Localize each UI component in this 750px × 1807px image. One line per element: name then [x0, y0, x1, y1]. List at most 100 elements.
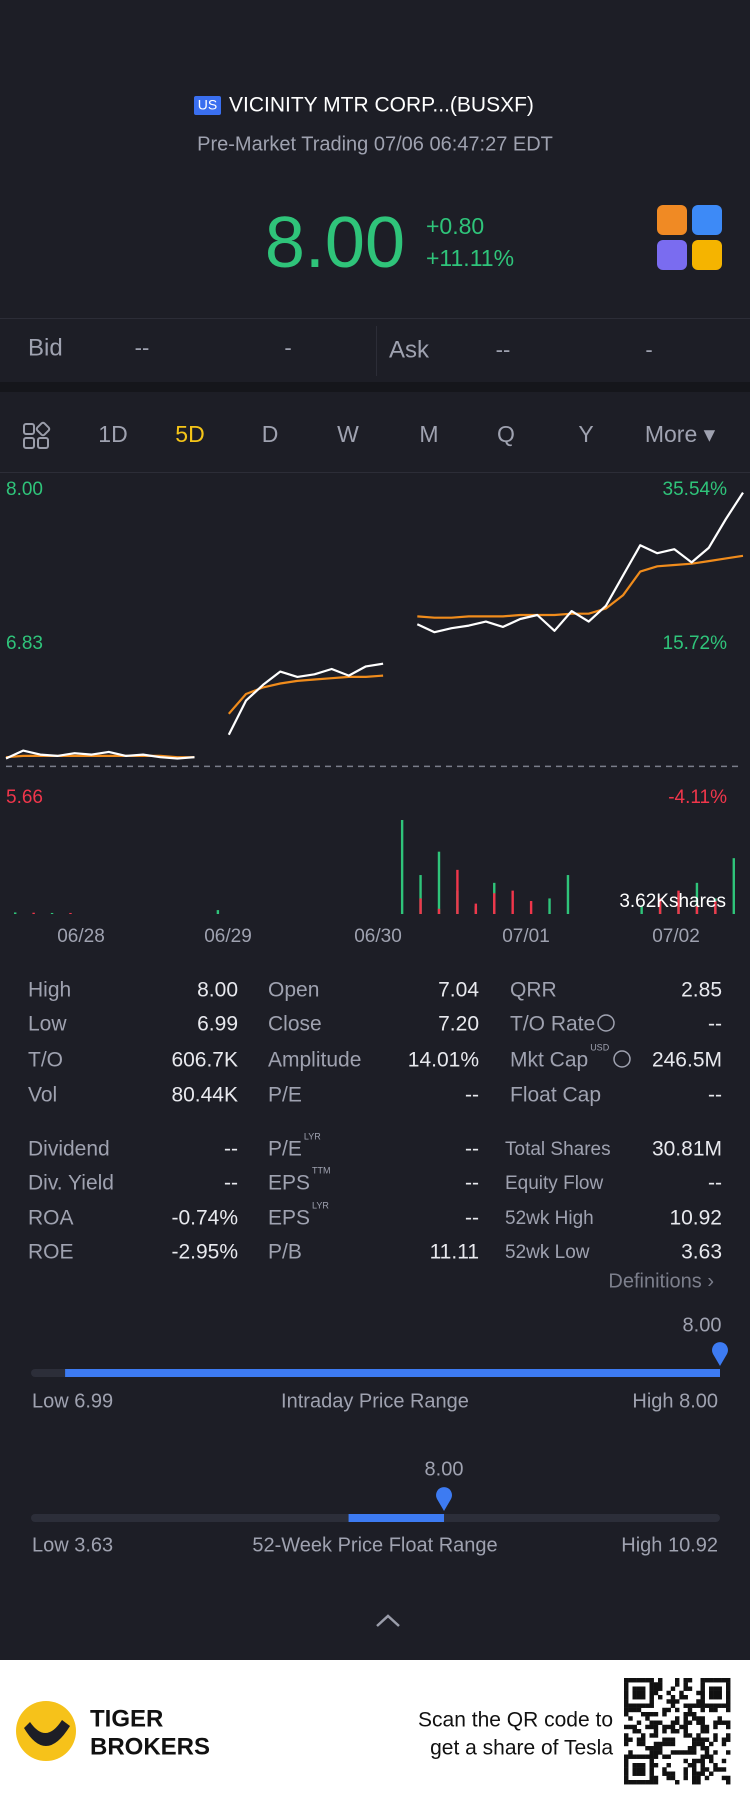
qr-module [632, 1690, 637, 1696]
stat-value: 80.44K [171, 1084, 238, 1107]
qr-module [641, 1695, 646, 1700]
icon[interactable] [23, 423, 35, 435]
qr-module [683, 1686, 688, 1691]
stat-value: 2.85 [681, 979, 722, 1002]
qr-module [653, 1780, 659, 1785]
promo-text: Scan the QR code to [418, 1709, 613, 1732]
qr-module [679, 1695, 684, 1700]
qr-module [700, 1724, 705, 1730]
y-tick-label: 6.83 [6, 633, 43, 654]
qr-module [692, 1780, 697, 1785]
volume-bar [474, 903, 478, 914]
qr-module [653, 1724, 659, 1730]
qr-module [636, 1763, 642, 1768]
volume-bar [14, 912, 17, 914]
stock-title: VICINITY MTR CORP...(BUSXF) [229, 94, 534, 117]
qr-module [700, 1763, 705, 1768]
qr-module [666, 1741, 671, 1747]
qr-module [624, 1707, 629, 1713]
qr-module [653, 1775, 659, 1781]
qr-module [670, 1775, 676, 1781]
qr-module [632, 1771, 637, 1776]
qr-module [653, 1733, 659, 1738]
icon[interactable] [657, 205, 687, 235]
qr-module [675, 1682, 680, 1687]
stat-label: 52wk Low [505, 1242, 590, 1263]
qr-module [696, 1703, 701, 1708]
qr-module [683, 1724, 688, 1730]
qr-module [726, 1686, 731, 1691]
qr-module [713, 1767, 718, 1772]
bid-price: -- [135, 335, 150, 360]
qr-module [628, 1780, 633, 1785]
stat-value: -0.74% [171, 1207, 238, 1230]
period-tab[interactable]: Y [578, 421, 593, 447]
volume-bar [640, 906, 643, 914]
qr-module [717, 1703, 722, 1708]
icon[interactable] [692, 240, 722, 270]
period-tab[interactable]: 5D [175, 421, 204, 447]
qr-module [704, 1746, 710, 1751]
qr-module [641, 1741, 646, 1747]
qr-module [721, 1775, 727, 1781]
qr-module [658, 1720, 663, 1725]
volume-bar [566, 875, 570, 914]
icon[interactable] [692, 205, 722, 235]
stat-label: Low [28, 1013, 67, 1036]
layout-icon[interactable] [23, 421, 51, 449]
period-tab[interactable]: More ▾ [645, 421, 716, 447]
brand-logo [16, 1701, 76, 1761]
qr-module [713, 1724, 718, 1730]
volume-bar [548, 898, 551, 914]
qr-module [636, 1741, 642, 1747]
qr-module [683, 1771, 688, 1776]
bid-size: - [284, 335, 291, 360]
qr-module [636, 1780, 642, 1785]
qr-module [696, 1716, 701, 1721]
qr-module [653, 1750, 659, 1755]
qr-module [666, 1690, 671, 1696]
qr-module [683, 1729, 688, 1734]
period-tab[interactable]: Q [497, 421, 515, 447]
qr-module [670, 1695, 676, 1700]
volume-bar [695, 906, 699, 914]
icon[interactable] [35, 421, 51, 437]
period-tab[interactable]: D [262, 421, 279, 447]
tool-icons[interactable] [657, 205, 722, 270]
qr-module [687, 1733, 693, 1738]
icon[interactable] [657, 240, 687, 270]
qr-module [726, 1682, 731, 1687]
qr-module [713, 1690, 718, 1696]
collapse-chevron[interactable] [376, 1614, 400, 1627]
stat-label: P/E [268, 1084, 302, 1107]
qr-module [666, 1763, 671, 1768]
stat-label: T/O Rate [510, 1013, 595, 1036]
qr-module [683, 1703, 688, 1708]
last-price: 8.00 [265, 203, 405, 283]
qr-module [687, 1750, 693, 1755]
qr-module [692, 1741, 697, 1747]
range-high-label: High 10.92 [621, 1534, 718, 1556]
range-title: Intraday Price Range [281, 1390, 469, 1412]
qr-module [628, 1737, 633, 1742]
qr-module [713, 1695, 718, 1700]
period-tab[interactable]: M [419, 421, 438, 447]
stat-value: 3.63 [681, 1241, 722, 1264]
divider [0, 382, 750, 392]
icon[interactable] [23, 437, 35, 449]
stat-label: ROE [28, 1241, 74, 1264]
qr-module [696, 1699, 701, 1704]
brand-name: TIGER [90, 1705, 163, 1732]
qr-module [713, 1678, 718, 1683]
qr-module [692, 1775, 697, 1781]
definitions-link[interactable]: Definitions › [608, 1270, 714, 1292]
qr-module [636, 1737, 642, 1742]
icon[interactable] [37, 437, 49, 449]
qr-module [636, 1720, 642, 1725]
qr-module [653, 1729, 659, 1734]
period-tab[interactable]: W [337, 421, 359, 447]
stat-value: -- [465, 1138, 479, 1161]
divider [0, 472, 750, 473]
qr-module [624, 1733, 629, 1738]
period-tab[interactable]: 1D [98, 421, 127, 447]
